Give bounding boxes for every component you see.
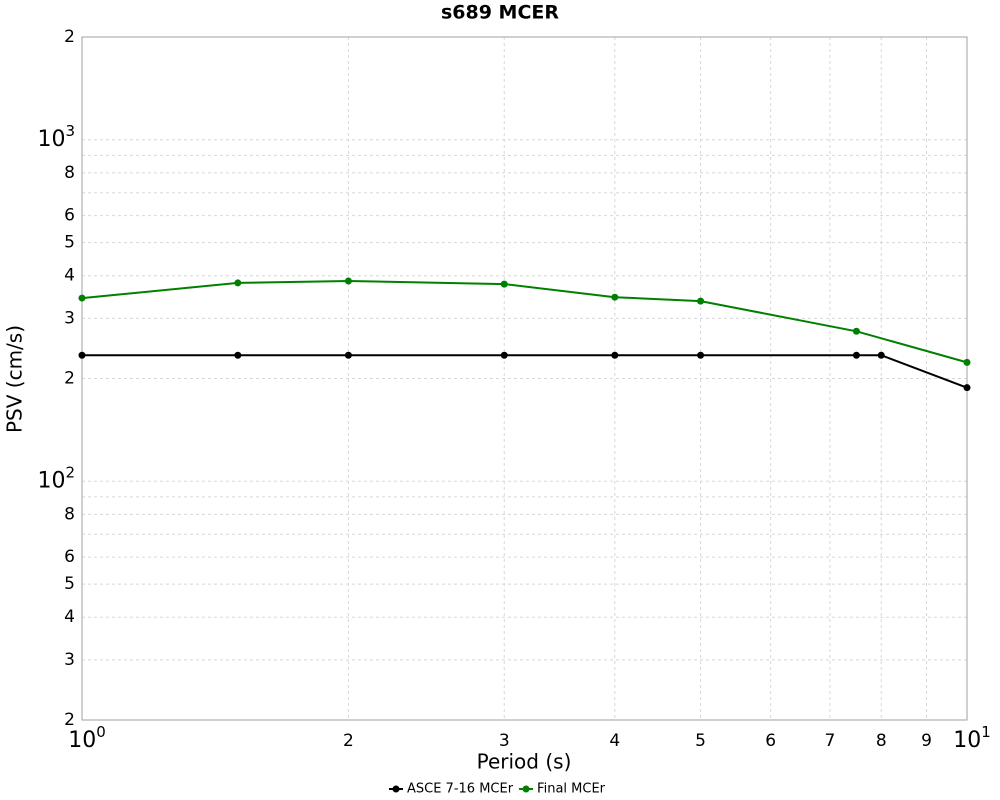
y-tick-label: 4 (64, 266, 75, 286)
x-axis-label: Period (s) (477, 750, 572, 774)
plot-frame (81, 36, 968, 721)
data-point (344, 277, 352, 285)
x-tick-label: 8 (876, 731, 887, 751)
y-tick-label: 6 (64, 206, 75, 226)
y-tick-label: 2 (64, 710, 75, 730)
y-tick-label: 5 (64, 233, 75, 253)
tick-label-base: 4 (64, 266, 75, 286)
data-point (611, 293, 619, 301)
x-tick-label: 2 (343, 731, 354, 751)
y-tick-label: 8 (64, 504, 75, 524)
tick-label-base: 2 (64, 369, 75, 389)
y-tick-label: 2 (64, 369, 75, 389)
legend: ASCE 7-16 MCEr Final MCEr (388, 782, 606, 797)
y-tick-label: 2 (64, 27, 75, 47)
tick-label-base: 3 (64, 308, 75, 328)
data-point (963, 358, 971, 366)
y-tick-label: 8 (64, 163, 75, 183)
data-point (234, 351, 242, 359)
legend-label: Final MCEr (537, 782, 606, 797)
tick-label-base: 6 (64, 206, 75, 226)
y-tick-label: 102 (37, 463, 75, 494)
tick-label-exponent: 1 (981, 723, 991, 741)
y-tick-label: 103 (37, 121, 75, 152)
series-line (81, 279, 968, 364)
x-tick-label: 3 (499, 731, 510, 751)
tick-label-base: 8 (64, 163, 75, 183)
x-tick-label: 100 (68, 723, 106, 754)
y-axis-label: PSV (cm/s) (3, 325, 27, 433)
data-point (78, 351, 86, 359)
tick-label-base: 2 (64, 710, 75, 730)
x-tick-label: 4 (609, 731, 620, 751)
data-point (697, 351, 705, 359)
x-tick-label: 5 (695, 731, 706, 751)
tick-label-base: 10 (37, 127, 65, 152)
legend-marker (392, 785, 400, 793)
tick-label-base: 10 (953, 728, 981, 753)
x-tick-label: 6 (765, 731, 776, 751)
data-point (852, 351, 860, 359)
x-tick-label: 9 (921, 731, 932, 751)
tick-label-base: 8 (64, 504, 75, 524)
data-point (852, 327, 860, 335)
data-point (963, 384, 971, 392)
y-tick-label: 3 (64, 650, 75, 670)
x-tick-label: 7 (824, 731, 835, 751)
tick-label-base: 10 (68, 728, 96, 753)
y-tick-label: 4 (64, 607, 75, 627)
data-point (611, 351, 619, 359)
x-tick-label: 101 (953, 723, 991, 754)
data-point (697, 297, 705, 305)
tick-label-exponent: 0 (96, 723, 106, 741)
legend-marker (522, 785, 530, 793)
tick-label-base: 4 (64, 607, 75, 627)
tick-label-exponent: 2 (65, 463, 75, 481)
data-point (78, 294, 86, 302)
tick-label-base: 5 (64, 233, 75, 253)
chart-title: s689 MCER (441, 2, 559, 24)
y-tick-label: 5 (64, 574, 75, 594)
legend-label: ASCE 7-16 MCEr (407, 782, 514, 797)
data-point (344, 351, 352, 359)
tick-label-base: 6 (64, 547, 75, 567)
y-tick-label: 6 (64, 547, 75, 567)
tick-label-base: 10 (37, 468, 65, 493)
series-line (82, 354, 968, 389)
data-point (234, 279, 242, 287)
tick-label-base: 2 (64, 27, 75, 47)
data-point (500, 280, 508, 288)
data-point (877, 351, 885, 359)
tick-label-base: 3 (64, 650, 75, 670)
data-point (500, 351, 508, 359)
tick-label-exponent: 3 (65, 121, 75, 139)
y-tick-label: 3 (64, 308, 75, 328)
tick-label-base: 5 (64, 574, 75, 594)
